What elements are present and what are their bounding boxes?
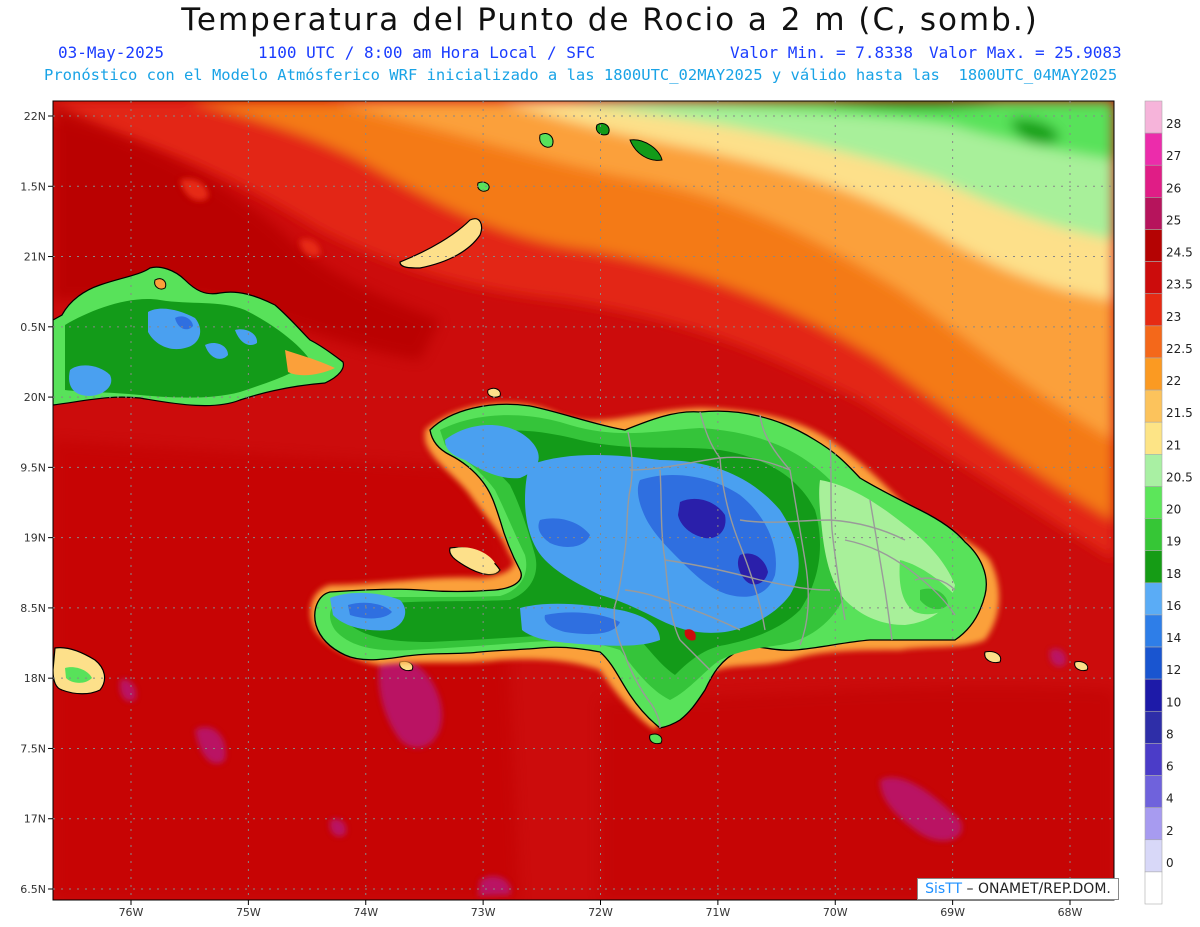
cuba-orange-patches [180, 178, 321, 257]
value-min: Valor Min. = 7.8338 [730, 43, 914, 62]
colorbar-label: 12 [1166, 663, 1181, 677]
graticule [53, 101, 1114, 900]
colorbar-swatch [1144, 261, 1163, 295]
credit-text: – ONAMET/REP.DOM. [962, 881, 1111, 897]
colorbar-label: 26 [1166, 181, 1181, 195]
forecast-info: Pronóstico con el Modelo Atmósferico WRF… [44, 66, 1118, 84]
colorbar-label: 22 [1166, 374, 1181, 388]
colorbar-label: 18 [1166, 567, 1181, 581]
colorbar-swatch [1144, 229, 1163, 262]
lon-label: 73W [471, 906, 496, 919]
lat-label: 22N [24, 110, 46, 123]
lat-label: 17N [24, 813, 46, 826]
colorbar-label: 27 [1166, 149, 1181, 163]
colorbar-swatch [1144, 325, 1163, 359]
colorbar-label: 25 [1166, 213, 1181, 227]
colorbar-label: 8 [1166, 727, 1174, 741]
colorbar-swatch [1144, 710, 1163, 744]
colorbar: 2827262524.523.52322.52221.52120.5201918… [1144, 100, 1193, 905]
colorbar-label: 10 [1166, 695, 1181, 709]
colorbar-label: 20.5 [1166, 470, 1193, 484]
cuba [53, 266, 345, 407]
colorbar-label: 6 [1166, 760, 1174, 774]
lat-label: 0.5N [20, 321, 46, 334]
map-frame [52, 100, 1115, 901]
lon-label: 70W [823, 906, 848, 919]
colorbar-label: 14 [1166, 631, 1181, 645]
colorbar-swatch [1144, 421, 1163, 455]
hispaniola [310, 403, 1000, 730]
colorbar-label: 22.5 [1166, 342, 1193, 356]
lon-label: 74W [353, 906, 378, 919]
colorbar-swatch [1144, 807, 1163, 841]
value-max: Valor Max. = 25.9083 [929, 43, 1122, 62]
colorbar-label: 19 [1166, 535, 1181, 549]
colorbar-swatch [1144, 518, 1163, 551]
colorbar-swatch [1144, 646, 1163, 680]
lon-label: 71W [705, 906, 730, 919]
colorbar-swatch [1144, 839, 1163, 873]
lon-label: 68W [1058, 906, 1083, 919]
lat-label: 1.5N [20, 180, 46, 193]
colorbar-swatch [1144, 614, 1163, 648]
colorbar-swatch [1144, 197, 1163, 230]
lat-label: 8.5N [20, 602, 46, 615]
colorbar-swatch [1144, 357, 1163, 391]
colorbar-swatch [1144, 100, 1163, 134]
lat-label: 6.5N [20, 883, 46, 896]
sea-dark-red [53, 101, 1114, 900]
colorbar-swatch [1144, 486, 1163, 519]
colorbar-swatch [1144, 389, 1163, 423]
colorbar-swatch [1144, 293, 1163, 327]
colorbar-swatch [1144, 582, 1163, 616]
lon-label: 75W [236, 906, 261, 919]
colorbar-swatch [1144, 871, 1163, 905]
lon-label: 69W [940, 906, 965, 919]
lon-label: 76W [119, 906, 144, 919]
credit-brand: SisTT [925, 881, 963, 897]
lat-label: 19N [24, 532, 46, 545]
colorbar-label: 23.5 [1166, 278, 1193, 292]
lon-label: 72W [588, 906, 613, 919]
colorbar-label: 28 [1166, 117, 1181, 131]
colorbar-label: 21.5 [1166, 406, 1193, 420]
lat-label: 9.5N [20, 461, 46, 474]
colorbar-swatch [1144, 132, 1163, 166]
lat-label: 21N [24, 251, 46, 264]
jamaica [53, 647, 106, 695]
colorbar-label: 16 [1166, 599, 1181, 613]
colorbar-swatch [1144, 678, 1163, 712]
lat-label: 7.5N [20, 742, 46, 755]
colorbar-swatch [1144, 454, 1163, 487]
chart-title: Temperatura del Punto de Rocio a 2 m (C,… [181, 2, 1039, 38]
credit-box: SisTT – ONAMET/REP.DOM. [917, 878, 1119, 900]
northern-dry-band [53, 101, 1114, 560]
colorbar-label: 0 [1166, 856, 1174, 870]
lat-label: 20N [24, 391, 46, 404]
colorbar-label: 20 [1166, 503, 1181, 517]
valid-time: 1100 UTC / 8:00 am Hora Local / SFC [258, 43, 596, 62]
lat-label: 18N [24, 672, 46, 685]
forecast-date: 03-May-2025 [58, 43, 164, 62]
colorbar-label: 4 [1166, 792, 1174, 806]
colorbar-swatch [1144, 775, 1163, 808]
colorbar-label: 24.5 [1166, 246, 1193, 260]
colorbar-swatch [1144, 550, 1163, 584]
colorbar-label: 21 [1166, 438, 1181, 452]
colorbar-label: 23 [1166, 310, 1181, 324]
colorbar-swatch [1144, 164, 1163, 198]
colorbar-swatch [1144, 743, 1163, 776]
longitude-axis: 76W 75W 74W 73W 72W 71W 70W 69W 68W [119, 900, 1083, 919]
map-area [53, 101, 1114, 900]
latitude-axis: 22N 1.5N 21N 0.5N 20N 9.5N 19N 8.5N 18N 7.5N 17N 6.… [20, 110, 53, 896]
colorbar-label: 2 [1166, 824, 1174, 838]
